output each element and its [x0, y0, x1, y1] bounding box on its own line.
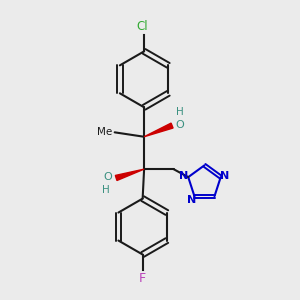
Text: Cl: Cl — [137, 20, 148, 33]
Text: H: H — [176, 107, 183, 117]
Text: O: O — [176, 120, 184, 130]
Text: N: N — [220, 171, 230, 181]
Polygon shape — [144, 123, 173, 137]
Text: O: O — [104, 172, 112, 182]
Text: H: H — [102, 185, 110, 195]
Text: N: N — [188, 195, 197, 205]
Text: F: F — [139, 272, 146, 285]
Text: Me: Me — [97, 127, 112, 137]
Polygon shape — [115, 169, 144, 181]
Text: N: N — [179, 171, 189, 181]
